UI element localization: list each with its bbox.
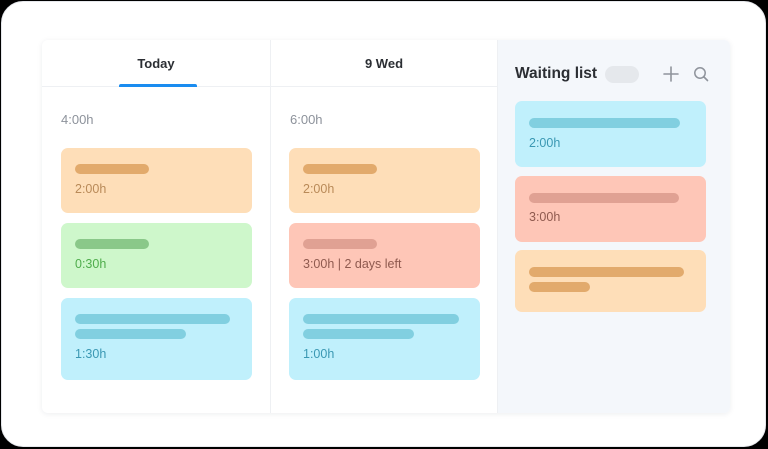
total-hours: 4:00h (61, 112, 94, 127)
column-today: Today 4:00h 2:00h 0:30h 1:30h (42, 40, 271, 413)
task-duration: 2:00h (303, 182, 335, 196)
task-title-placeholder (529, 118, 680, 128)
task-card[interactable]: 2:00h (61, 148, 252, 213)
task-title-placeholder (303, 329, 414, 339)
waiting-list-panel: Waiting list 2:00h 3:00h (498, 40, 730, 413)
waiting-task-card[interactable]: 3:00h (515, 176, 706, 242)
task-card[interactable]: 1:30h (61, 298, 252, 380)
waiting-list-header: Waiting list (515, 62, 710, 86)
task-duration: 1:00h (303, 347, 335, 361)
task-title-placeholder (75, 329, 186, 339)
task-title-placeholder (303, 164, 377, 174)
planner-board: Today 4:00h 2:00h 0:30h 1:30h 9 Wed (42, 40, 730, 413)
column-wed: 9 Wed 6:00h 2:00h 3:00h | 2 days left 1:… (271, 40, 498, 413)
task-title-placeholder (303, 239, 377, 249)
tab-wed[interactable]: 9 Wed (271, 40, 497, 87)
waiting-list-title: Waiting list (515, 65, 598, 82)
task-card[interactable]: 3:00h | 2 days left (289, 223, 480, 288)
task-card[interactable]: 0:30h (61, 223, 252, 288)
task-card[interactable]: 2:00h (289, 148, 480, 213)
task-duration: 0:30h (75, 257, 107, 271)
task-duration: 1:30h (75, 347, 107, 361)
task-title-placeholder (529, 282, 590, 292)
task-title-placeholder (303, 314, 459, 324)
waiting-list-toggle[interactable] (605, 65, 640, 83)
search-icon[interactable] (692, 65, 710, 83)
task-title-placeholder (75, 164, 149, 174)
plus-icon[interactable] (662, 65, 680, 83)
task-duration: 3:00h | 2 days left (303, 257, 402, 271)
task-title-placeholder (529, 267, 684, 277)
tab-label: Today (137, 55, 175, 71)
tab-today[interactable]: Today (42, 40, 270, 87)
tab-label: 9 Wed (364, 55, 404, 71)
total-hours: 6:00h (290, 112, 323, 127)
task-duration: 2:00h (529, 136, 561, 150)
task-title-placeholder (75, 314, 230, 324)
waiting-task-card[interactable] (515, 250, 706, 312)
task-card[interactable]: 1:00h (289, 298, 480, 380)
waiting-task-card[interactable]: 2:00h (515, 101, 706, 167)
task-title-placeholder (75, 239, 149, 249)
task-title-placeholder (529, 193, 679, 203)
active-tab-indicator (119, 84, 197, 87)
task-duration: 3:00h (529, 210, 561, 224)
task-duration: 2:00h (75, 182, 107, 196)
